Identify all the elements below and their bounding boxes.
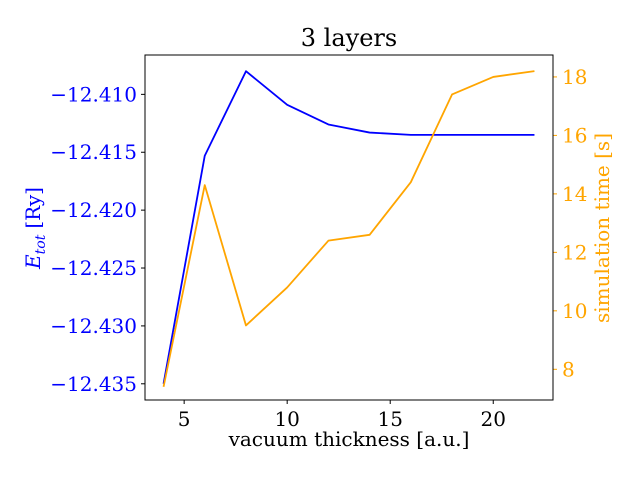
plot-frame xyxy=(144,54,554,401)
y-left-axis-label: Etot [Ry] xyxy=(21,187,49,270)
y-left-tick-label: −12.425 xyxy=(50,256,137,280)
simulation-time-series-line xyxy=(162,70,535,388)
chart-title: 3 layers xyxy=(301,24,397,52)
y-left-label-base: E xyxy=(21,254,45,270)
x-tick-label: 20 xyxy=(481,407,506,431)
x-tick-label: 15 xyxy=(377,407,402,431)
y-right-tick-label: 12 xyxy=(562,240,587,264)
y-left-tick-label: −12.410 xyxy=(50,82,137,106)
y-right-tick-label: 14 xyxy=(562,182,587,206)
y-left-tick-label: −12.420 xyxy=(50,198,137,222)
x-tick-label: 10 xyxy=(274,407,299,431)
y-right-axis-label: simulation time [s] xyxy=(590,133,614,323)
y-right-tick-label: 10 xyxy=(562,299,587,323)
y-left-tick-label: −12.430 xyxy=(50,314,137,338)
y-left-tick-label: −12.415 xyxy=(50,140,137,164)
y-left-label-unit: [Ry] xyxy=(21,187,45,229)
y-left-label-subscript: tot xyxy=(33,234,49,254)
x-axis-label: vacuum thickness [a.u.] xyxy=(228,427,470,451)
y-right-tick-label: 18 xyxy=(562,65,587,89)
x-tick-label: 5 xyxy=(178,407,191,431)
y-left-tick-label: −12.435 xyxy=(50,372,137,396)
energy-series-line xyxy=(162,70,535,384)
series-layer xyxy=(162,70,535,388)
ticks-layer: 5 10 15 20 −12.410 −12.415 −12.420 −12.425 −12.4… xyxy=(50,65,587,431)
y-right-tick-label: 16 xyxy=(562,123,587,147)
y-right-tick-label: 8 xyxy=(562,357,575,381)
